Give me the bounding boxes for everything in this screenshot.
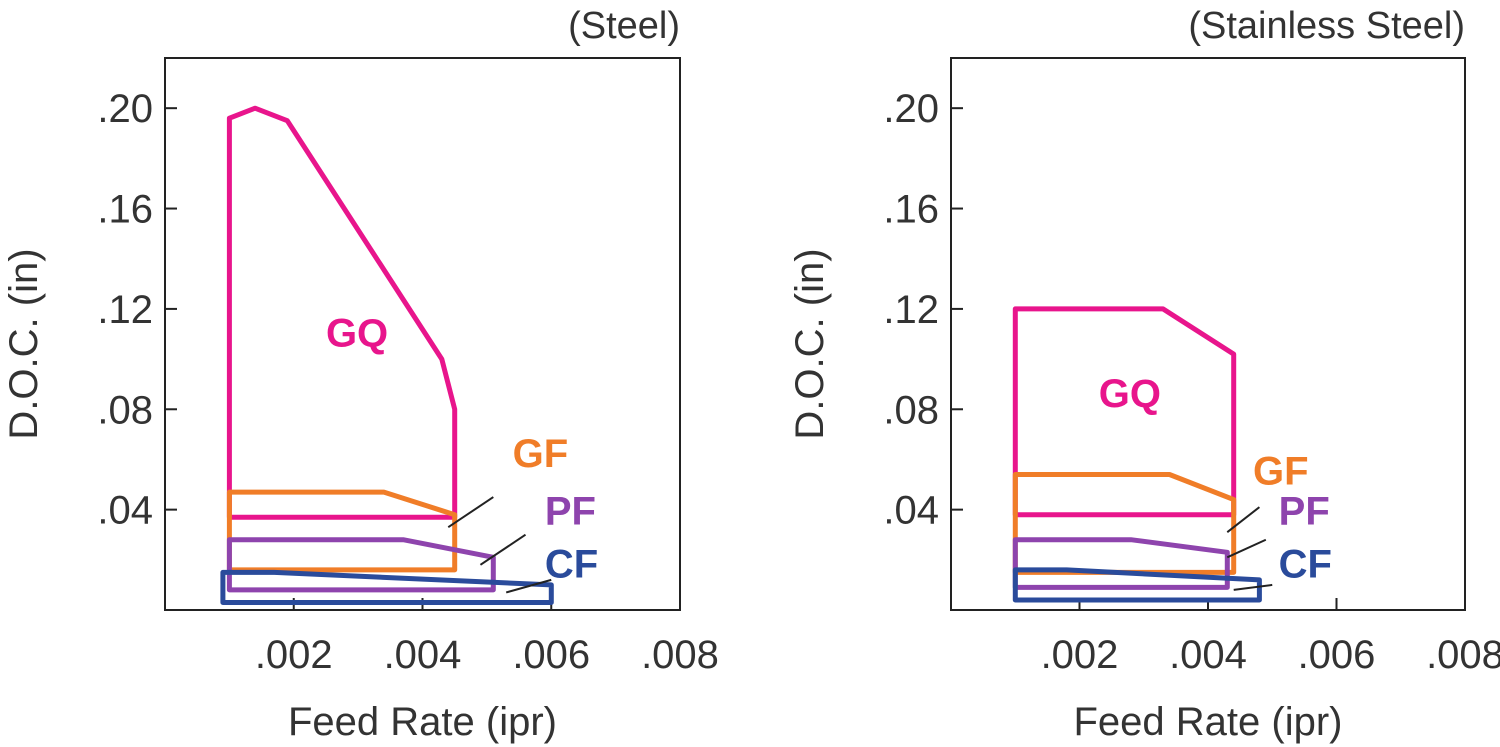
region-label-gf: GF [1253, 450, 1309, 494]
y-tick-label: .12 [883, 288, 939, 332]
plot-frame [950, 57, 1466, 611]
region-gq-outline [1012, 306, 1237, 518]
leader-line-gf [447, 496, 494, 529]
y-axis-label: D.O.C. (in) [2, 248, 46, 439]
plot-frame [164, 57, 681, 611]
y-axis-label: D.O.C. (in) [788, 248, 832, 439]
region-gf-outline [1012, 472, 1237, 575]
x-tick-label: .006 [1298, 633, 1376, 677]
x-tick-label: .002 [255, 633, 333, 677]
x-tick-label: .008 [1426, 633, 1500, 677]
region-label-cf: CF [1279, 542, 1332, 586]
region-gf-outline [226, 489, 458, 573]
leader-line-pf [479, 533, 527, 566]
y-tick-label: .16 [883, 188, 939, 232]
x-tick-label: .004 [1169, 633, 1247, 677]
region-cf-outline [1012, 567, 1262, 603]
leader-line-cf [1233, 583, 1273, 591]
x-axis-label: Feed Rate (ipr) [1074, 700, 1343, 744]
y-tick-label: .08 [883, 388, 939, 432]
y-tick-label: .04 [97, 489, 153, 533]
region-label-pf: PF [545, 490, 596, 534]
chart-panel-2: (Stainless Steel) .002 .004 .006 .008 .04 .08.… [788, 5, 1500, 744]
region-label-pf: PF [1279, 490, 1330, 534]
chart-title: (Steel) [568, 5, 680, 47]
region-pf-outline [226, 537, 496, 593]
y-tick-label: .04 [883, 489, 939, 533]
chart-title: (Stainless Steel) [1188, 5, 1465, 47]
chart-panel-1: (Steel) .002 .004 .006 .008 .04 .08 .12 .16 .20 Fe… [2, 5, 719, 744]
y-tick-label: .08 [97, 388, 153, 432]
x-tick-label: .002 [1041, 633, 1119, 677]
region-label-cf: CF [545, 542, 598, 586]
x-tick-label: .004 [384, 633, 462, 677]
region-label-gq: GQ [1099, 372, 1161, 416]
region-gq-outline [226, 105, 458, 520]
leader-line-cf [505, 578, 552, 594]
y-tick-label: .16 [97, 188, 153, 232]
x-tick-label: .006 [512, 633, 590, 677]
leader-line-pf [1226, 538, 1267, 559]
region-label-gq: GQ [326, 312, 388, 356]
y-tick-label: .12 [97, 288, 153, 332]
region-label-gf: GF [513, 432, 569, 476]
y-tick-label: .20 [97, 87, 153, 131]
x-axis-label: Feed Rate (ipr) [288, 700, 557, 744]
leader-line-gf [1226, 506, 1261, 534]
x-tick-label: .008 [641, 633, 719, 677]
y-tick-label: .20 [883, 87, 939, 131]
region-cf-outline [220, 569, 554, 605]
region-pf-outline [1012, 537, 1230, 590]
